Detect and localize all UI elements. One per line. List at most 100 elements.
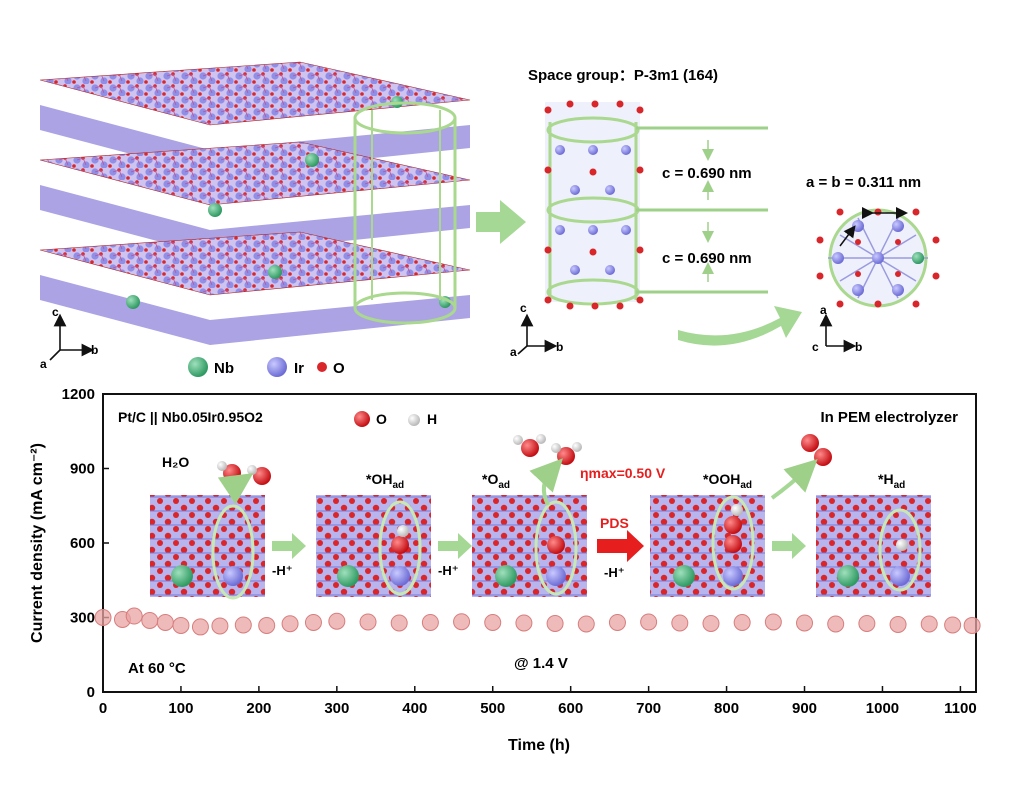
species-label-ooh: *OOHad [703,471,752,491]
axis-label-left-c: c [52,305,59,319]
data-point-0-4 [156,613,174,631]
data-points [94,607,981,636]
y-axis-label: Current density (mA cm⁻²) [29,443,46,643]
legend-label-nb: Nb [214,360,234,377]
x-tick-label-9: 900 [792,700,817,717]
species-ooh-main: *OOH [703,471,740,487]
axis-label-right-c: c [812,340,819,354]
data-point-0-26 [764,613,782,631]
species-o-main: *O [482,471,498,487]
mechanism-slab-4 [650,495,765,597]
c-parameter-bottom: c = 0.690 nm [662,250,752,267]
data-point-0-19 [546,614,564,632]
x-tick-label-2: 200 [246,700,271,717]
legend-swatch-o [317,362,327,372]
y-tick-label-1: 300 [70,610,95,627]
y-tick-label-4: 1200 [62,386,95,403]
legend-swatch-nb [188,357,208,377]
data-point-0-8 [234,616,252,634]
x-tick-label-0: 0 [99,700,107,717]
mechanism-slab-5 [816,495,931,597]
curved-arrow [678,306,802,346]
transform-arrow [476,200,526,244]
x-tick-label-8: 800 [714,700,739,717]
species-label-oh: *OHad [366,471,404,491]
data-point-0-5 [172,616,190,634]
mech-legend-o-swatch [354,411,370,427]
species-oh-main: *OH [366,471,392,487]
data-point-0-11 [304,613,322,631]
species-label-o: *Oad [482,471,510,491]
x-axis-label: Time (h) [508,737,570,754]
data-point-0-20 [577,615,595,633]
step-arrow-2 [438,533,472,559]
data-point-0-13 [359,613,377,631]
mechanism-panel: H₂O *OHad *Oad *OOHad *Had -H⁺ -H⁺ -H⁺ P… [150,434,931,600]
legend-label-ir: Ir [294,360,304,377]
species-h-main: *H [878,471,894,487]
species-ooh-sub: ad [740,480,752,491]
species-label-h: *Had [878,471,905,491]
system-label: Pt/C || Nb0.05Ir0.95O2 [118,409,263,425]
x-tick-label-3: 300 [324,700,349,717]
species-oh-sub: ad [392,480,404,491]
mechanism-slab-2 [316,495,431,597]
species-o-sub: ad [498,480,510,491]
y-tick-label-0: 0 [87,684,95,701]
step-arrow-label-3: -H⁺ [604,565,625,580]
step-arrow-1 [272,533,306,559]
data-point-0-15 [421,613,439,631]
y-tick-label-2: 600 [70,535,95,552]
desorb-arrow-2 [529,458,563,506]
pds-label: PDS [600,515,629,531]
data-point-0-29 [858,614,876,632]
data-point-0-6 [191,618,209,636]
x-tick-label-4: 400 [402,700,427,717]
x-tick-label-5: 500 [480,700,505,717]
x-ticks: 0 100 200 300 400 500 600 700 800 900 1000 1100 [99,686,977,717]
unit-cell-top-view [816,207,940,308]
x-tick-label-11: 1100 [944,700,977,717]
data-point-0-7 [211,617,229,635]
legend-label-o: O [333,360,345,377]
overpotential-label: ηmax=0.50 V [580,465,666,481]
legend-swatch-ir [267,357,287,377]
data-point-0-18 [515,614,533,632]
axis-label-mid-c: c [520,301,527,315]
mech-legend-o-label: O [376,411,387,427]
data-point-0-22 [640,613,658,631]
data-point-0-10 [281,615,299,633]
x-tick-label-7: 700 [636,700,661,717]
mechanism-slab-3 [472,495,587,597]
desorb-arrow-1 [217,473,254,505]
data-point-0-2 [125,607,143,625]
data-point-0-32 [944,616,962,634]
axis-indicator-right [819,313,857,353]
c-parameter-top: c = 0.690 nm [662,165,752,182]
mech-legend-h-label: H [427,411,437,427]
axis-label-left-b: b [91,343,98,357]
axis-label-mid-b: b [556,340,563,354]
data-point-0-0 [94,609,112,626]
data-point-0-9 [258,616,276,634]
molecule-h2o-left [217,461,271,485]
axis-label-mid-a: a [510,345,517,359]
x-tick-label-6: 600 [558,700,583,717]
data-point-0-23 [671,614,689,632]
unit-cell-side-view [544,100,768,310]
ab-parameter: a = b = 0.311 nm [806,174,921,191]
step-arrow-4 [772,533,806,559]
data-point-0-25 [733,613,751,631]
data-point-0-14 [390,614,408,632]
voltage-label: @ 1.4 V [514,655,568,672]
space-group-label: Space group：P-3m1 (164) [528,67,718,84]
structure-panel: c b a c b a a b c Space group：P-3m1 (164… [39,61,940,377]
data-point-0-21 [608,613,626,631]
y-ticks: 0 300 600 900 1200 [62,386,109,701]
x-tick-label-1: 100 [168,700,193,717]
data-point-0-30 [889,615,907,633]
molecule-o2 [801,434,832,466]
y-tick-label-3: 900 [70,461,95,478]
pds-arrow [597,530,644,562]
